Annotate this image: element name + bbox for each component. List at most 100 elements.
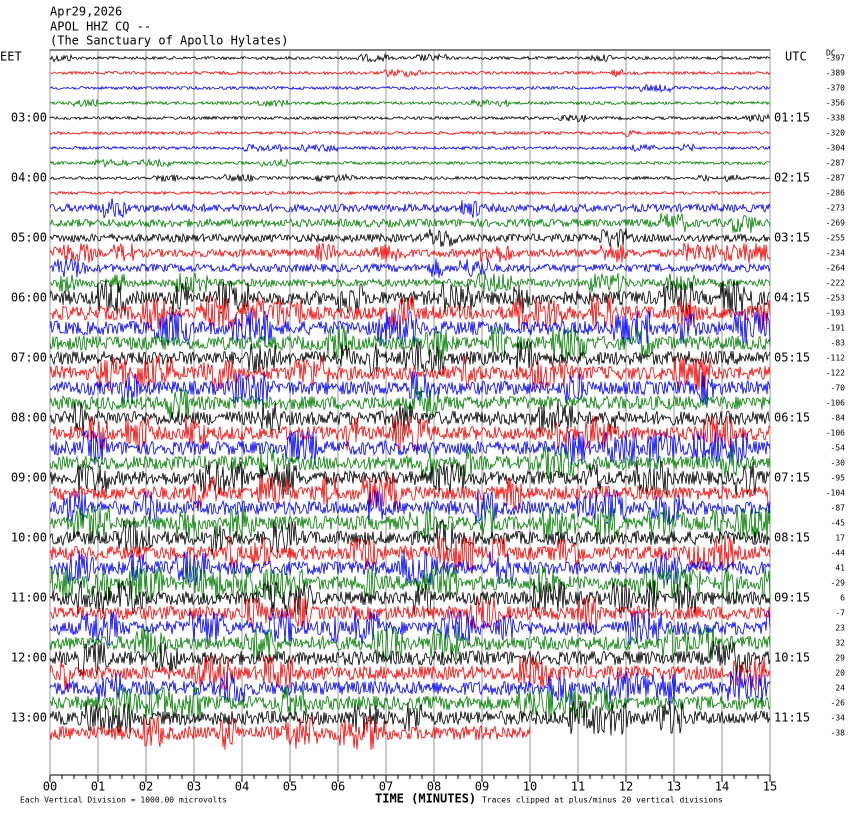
eet-label: 09:00	[11, 471, 47, 485]
dc-offset: -287	[826, 159, 845, 168]
dc-offset: -286	[826, 189, 845, 198]
trace	[50, 130, 770, 136]
dc-offset: -370	[826, 84, 845, 93]
utc-label: 08:15	[774, 531, 810, 545]
dc-offset: -54	[831, 444, 846, 453]
dc-offset: -106	[826, 399, 845, 408]
trace	[50, 228, 770, 248]
dc-offset: 32	[835, 639, 845, 648]
utc-label: 02:15	[774, 171, 810, 185]
dc-offset: -397	[826, 54, 845, 63]
eet-label: 10:00	[11, 531, 47, 545]
dc-offset: -29	[831, 579, 846, 588]
dc-offset: -84	[831, 414, 846, 423]
trace	[50, 144, 770, 151]
eet-label: 08:00	[11, 411, 47, 425]
traces	[50, 54, 770, 750]
dc-offset: -26	[831, 699, 846, 708]
x-tick-label: 03	[187, 780, 201, 794]
trace	[50, 192, 770, 195]
scale-note: Each Vertical Division = 1000.00 microvo…	[20, 796, 227, 805]
left-axis-title: EET	[0, 50, 22, 64]
trace	[50, 70, 770, 77]
right-axis-title: UTC	[785, 50, 807, 64]
dc-offset: -106	[826, 429, 845, 438]
dc-offset: -273	[826, 204, 845, 213]
dc-offset: -95	[831, 474, 846, 483]
trace	[50, 611, 770, 646]
dc-offset: -34	[831, 714, 846, 723]
dc-offset: -338	[826, 114, 845, 123]
dc-offset: -83	[831, 339, 846, 348]
trace	[50, 115, 770, 122]
eet-label: 13:00	[11, 711, 47, 725]
dc-offset: -70	[831, 384, 846, 393]
title-line: (The Sanctuary of Apollo Hylates)	[50, 34, 288, 48]
x-tick-label: 13	[667, 780, 681, 794]
eet-label: 12:00	[11, 651, 47, 665]
x-tick-label: 04	[235, 780, 249, 794]
dc-offset: -253	[826, 294, 845, 303]
clip-note: Traces clipped at plus/minus 20 vertical…	[482, 796, 723, 805]
x-tick-label: 01	[91, 780, 105, 794]
dc-offset: -320	[826, 129, 845, 138]
trace	[50, 521, 770, 555]
trace	[50, 273, 770, 292]
title-line: Apr29,2026	[50, 5, 122, 19]
dc-offset: -234	[826, 249, 845, 258]
dc-offset: -193	[826, 309, 845, 318]
utc-label: 10:15	[774, 651, 810, 665]
x-tick-label: 08	[427, 780, 441, 794]
utc-label: 05:15	[774, 351, 810, 365]
dc-offset: 29	[835, 654, 845, 663]
dc-offset: -104	[826, 489, 845, 498]
trace	[50, 174, 770, 181]
x-tick-label: 10	[523, 780, 537, 794]
trace	[50, 326, 770, 361]
title-line: APOL HHZ CQ --	[50, 20, 151, 34]
trace	[50, 54, 770, 61]
dc-offset: -191	[826, 324, 845, 333]
dc-offset: -389	[826, 69, 845, 78]
dc-offset: 23	[835, 624, 845, 633]
dc-offset: -287	[826, 174, 845, 183]
x-tick-label: 09	[475, 780, 489, 794]
trace	[50, 84, 770, 91]
x-axis-label: TIME (MINUTES)	[375, 792, 476, 806]
dc-offset: -7	[835, 609, 845, 618]
trace	[50, 581, 770, 616]
x-tick-label: 06	[331, 780, 345, 794]
eet-label: 11:00	[11, 591, 47, 605]
dc-offset: -45	[831, 519, 846, 528]
utc-label: 11:15	[774, 711, 810, 725]
dc-offset: 24	[835, 684, 845, 693]
dc-offset: -122	[826, 369, 845, 378]
x-tick-label: 14	[715, 780, 729, 794]
utc-label: 09:15	[774, 591, 810, 605]
trace	[50, 159, 770, 166]
utc-label: 06:15	[774, 411, 810, 425]
trace	[50, 371, 770, 405]
x-tick-label: 12	[619, 780, 633, 794]
trace	[50, 213, 770, 233]
eet-label: 06:00	[11, 291, 47, 305]
trace	[50, 99, 770, 106]
x-tick-label: 15	[763, 780, 777, 794]
dc-offset: -304	[826, 144, 845, 153]
utc-label: 03:15	[774, 231, 810, 245]
dc-offset: -44	[831, 549, 846, 558]
x-tick-label: 02	[139, 780, 153, 794]
dc-offset: -38	[831, 729, 846, 738]
dc-offset: 20	[835, 669, 845, 678]
trace	[50, 259, 770, 278]
x-tick-label: 05	[283, 780, 297, 794]
dc-offset: 41	[835, 564, 845, 573]
x-tick-label: 07	[379, 780, 393, 794]
dc-offset: 17	[835, 534, 845, 543]
dc-offset: -356	[826, 99, 845, 108]
dc-offset: -112	[826, 354, 845, 363]
eet-label: 04:00	[11, 171, 47, 185]
x-tick-label: 11	[571, 780, 585, 794]
dc-offset: -269	[826, 219, 845, 228]
